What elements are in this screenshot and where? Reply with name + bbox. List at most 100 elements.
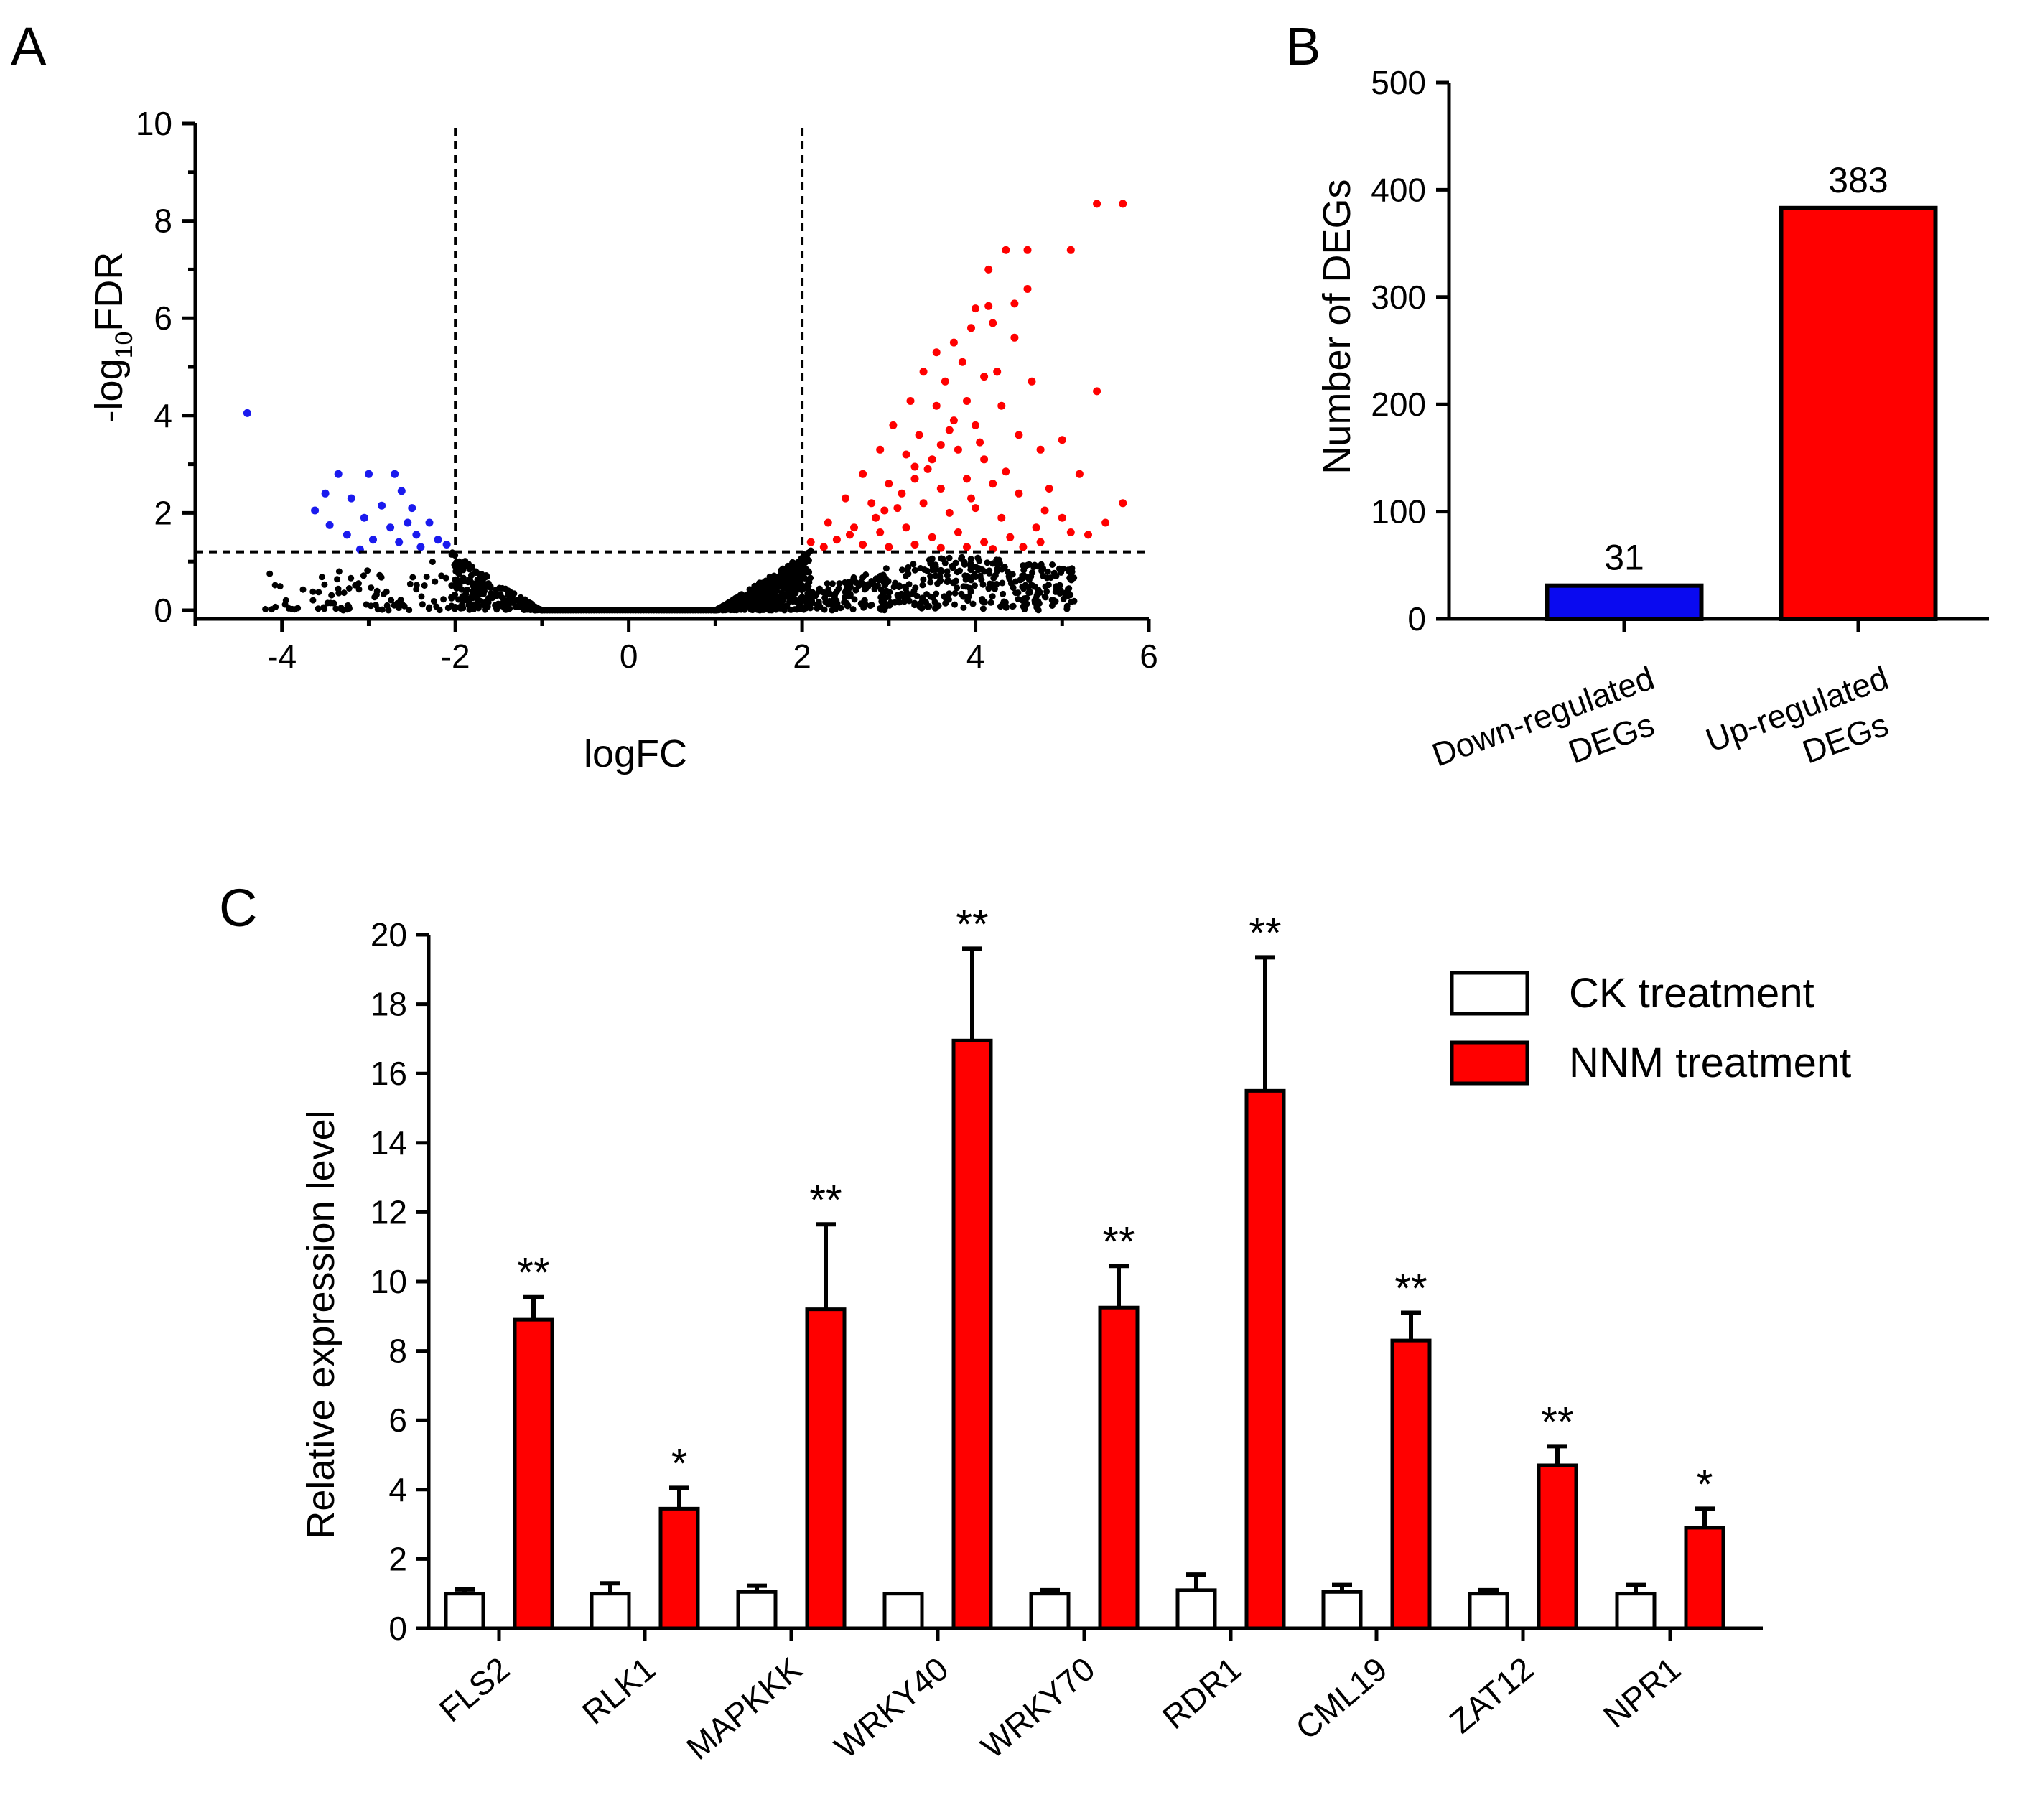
volcano-point-up	[898, 489, 906, 498]
volcano-point-up	[989, 480, 997, 488]
volcano-point-not-significant	[933, 590, 940, 597]
volcano-point-up	[976, 438, 984, 447]
volcano-point-not-significant	[1044, 568, 1051, 575]
volcano-point-up	[915, 431, 923, 439]
volcano-point-not-significant	[276, 583, 284, 590]
volcano-point-up	[967, 494, 975, 503]
volcano-point-not-significant	[743, 594, 750, 601]
volcano-point-not-significant	[999, 579, 1006, 587]
significance-marker: **	[1102, 1218, 1135, 1265]
volcano-point-not-significant	[462, 558, 469, 565]
volcano-point-not-significant	[993, 559, 1000, 566]
deg-y-tick-label: 500	[1371, 64, 1426, 101]
significance-marker: **	[956, 901, 988, 948]
legend-swatch-ck	[1450, 971, 1529, 1016]
volcano-point-not-significant	[949, 562, 956, 569]
volcano-point-not-significant	[1065, 586, 1071, 593]
panel-c-letter: C	[219, 878, 257, 938]
volcano-point-not-significant	[932, 566, 939, 573]
volcano-y-tick-label: 6	[154, 299, 172, 337]
volcano-point-not-significant	[815, 600, 822, 607]
volcano-point-up	[832, 536, 841, 544]
volcano-point-not-significant	[971, 582, 978, 589]
volcano-point-not-significant	[539, 607, 546, 614]
volcano-point-not-significant	[496, 584, 503, 592]
volcano-point-up	[1066, 246, 1075, 254]
volcano-point-not-significant	[975, 566, 982, 574]
volcano-point-up	[972, 421, 979, 429]
volcano-point-not-significant	[987, 599, 994, 606]
volcano-point-not-significant	[335, 589, 343, 597]
volcano-point-not-significant	[715, 607, 722, 614]
volcano-point-not-significant	[1052, 588, 1059, 595]
volcano-point-not-significant	[1038, 567, 1045, 574]
volcano-point-not-significant	[849, 606, 857, 613]
volcano-point-not-significant	[484, 603, 491, 610]
volcano-point-not-significant	[926, 556, 933, 564]
volcano-point-up	[963, 543, 971, 551]
volcano-point-not-significant	[1060, 595, 1067, 602]
volcano-point-not-significant	[790, 585, 797, 592]
volcano-point-up	[932, 348, 941, 357]
expression-axes: 0 2 4 6 8 10 12 14 16 18 20 FLS2 RLK1 MAPKKK WRKY40 WRK…	[371, 916, 1763, 1767]
volcano-point-up	[893, 504, 902, 513]
volcano-point-not-significant	[942, 599, 949, 607]
volcano-point-up	[967, 324, 975, 332]
volcano-point-not-significant	[503, 606, 509, 613]
volcano-point-not-significant	[271, 582, 279, 589]
volcano-point-not-significant	[937, 577, 944, 584]
volcano-point-not-significant	[440, 596, 447, 603]
volcano-point-not-significant	[944, 577, 951, 584]
volcano-point-not-significant	[493, 603, 500, 610]
bar-nnm	[1684, 1526, 1725, 1630]
volcano-point-not-significant	[395, 605, 402, 612]
significance-marker: **	[1394, 1265, 1427, 1312]
gene-label: MAPKKK	[679, 1650, 809, 1767]
volcano-point-not-significant	[517, 594, 524, 601]
panel-a-volcano-plot: A 0 2 4 6 8 10 -4 -2 0 2 4 6 logFC -log10FDR	[11, 17, 1158, 775]
volcano-point-not-significant	[465, 599, 472, 606]
volcano-point-up	[949, 338, 958, 347]
volcano-point-not-significant	[825, 586, 832, 593]
volcano-point-not-significant	[969, 600, 977, 607]
volcano-point-down	[325, 521, 334, 529]
volcano-point-not-significant	[807, 574, 814, 582]
volcano-point-not-significant	[832, 601, 839, 608]
volcano-point-not-significant	[778, 569, 785, 576]
volcano-point-not-significant	[777, 581, 783, 588]
volcano-point-not-significant	[430, 598, 437, 605]
volcano-point-not-significant	[737, 591, 745, 598]
volcano-point-not-significant	[320, 604, 327, 611]
volcano-point-not-significant	[910, 561, 917, 568]
gene-label: RDR1	[1155, 1650, 1248, 1736]
volcano-y-axis-title: -log10FDR	[88, 252, 138, 424]
volcano-point-not-significant	[805, 568, 812, 575]
bar-ck	[882, 1592, 924, 1630]
volcano-point-not-significant	[318, 574, 325, 581]
volcano-point-up	[902, 450, 910, 459]
volcano-point-not-significant	[1002, 604, 1010, 611]
volcano-point-down	[425, 518, 434, 527]
volcano-point-not-significant	[890, 584, 898, 591]
volcano-point-not-significant	[502, 585, 509, 592]
volcano-point-not-significant	[1056, 565, 1063, 572]
volcano-point-not-significant	[397, 597, 404, 603]
volcano-point-not-significant	[916, 602, 923, 610]
volcano-point-not-significant	[986, 569, 993, 577]
volcano-point-not-significant	[360, 572, 367, 579]
volcano-point-not-significant	[1019, 583, 1026, 590]
volcano-point-not-significant	[1043, 588, 1050, 595]
volcano-point-not-significant	[992, 585, 998, 592]
volcano-point-not-significant	[1038, 561, 1045, 568]
bar-nnm	[513, 1317, 554, 1630]
volcano-point-not-significant	[806, 557, 812, 564]
volcano-point-up	[928, 533, 936, 541]
volcano-point-up	[880, 506, 889, 515]
volcano-point-not-significant	[844, 587, 852, 594]
volcano-point-not-significant	[979, 605, 987, 612]
volcano-point-not-significant	[804, 582, 811, 588]
deg-y-tick-label: 100	[1371, 493, 1426, 531]
volcano-point-not-significant	[373, 591, 380, 598]
volcano-y-tick-label: 0	[154, 592, 172, 629]
volcano-point-up	[1066, 528, 1075, 536]
